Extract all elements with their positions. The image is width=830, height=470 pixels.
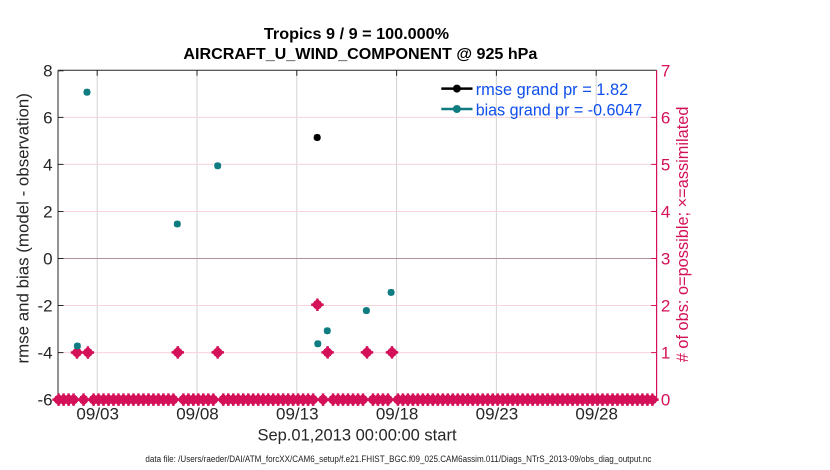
svg-text:8: 8: [43, 61, 52, 80]
svg-text:# of obs: o=possible; ×=assimi: # of obs: o=possible; ×=assimilated: [674, 107, 692, 363]
svg-text:6: 6: [43, 108, 52, 127]
svg-text:2: 2: [43, 203, 52, 222]
svg-text:09/13: 09/13: [276, 405, 319, 424]
svg-text:data file: /Users/raeder/DAI/A: data file: /Users/raeder/DAI/ATM_forcXX/…: [145, 454, 651, 464]
svg-text:-4: -4: [37, 344, 52, 363]
svg-text:5: 5: [661, 155, 670, 174]
svg-text:7: 7: [661, 61, 670, 80]
svg-text:4: 4: [43, 155, 52, 174]
svg-text:6: 6: [661, 108, 670, 127]
svg-text:1: 1: [661, 344, 670, 363]
svg-text:bias grand pr = -0.6047: bias grand pr = -0.6047: [476, 101, 643, 120]
svg-text:4: 4: [661, 203, 670, 222]
svg-text:09/23: 09/23: [476, 405, 519, 424]
svg-text:09/08: 09/08: [176, 405, 219, 424]
svg-text:Sep.01,2013 00:00:00 start: Sep.01,2013 00:00:00 start: [257, 427, 456, 445]
svg-text:2: 2: [661, 297, 670, 316]
svg-text:rmse and bias (model - observa: rmse and bias (model - observation): [14, 93, 33, 363]
svg-text:0: 0: [661, 391, 670, 410]
svg-text:0: 0: [43, 250, 52, 269]
svg-text:rmse grand pr = 1.82: rmse grand pr = 1.82: [476, 80, 629, 99]
svg-text:3: 3: [661, 250, 670, 269]
svg-text:AIRCRAFT_U_WIND_COMPONENT @ 92: AIRCRAFT_U_WIND_COMPONENT @ 925 hPa: [183, 46, 538, 63]
svg-text:09/28: 09/28: [575, 405, 618, 424]
svg-text:09/03: 09/03: [76, 405, 119, 424]
svg-text:Tropics 9 / 9 = 100.000%: Tropics 9 / 9 = 100.000%: [264, 26, 450, 43]
svg-text:-6: -6: [37, 391, 52, 410]
svg-text:-2: -2: [37, 297, 52, 316]
svg-text:09/18: 09/18: [376, 405, 419, 424]
